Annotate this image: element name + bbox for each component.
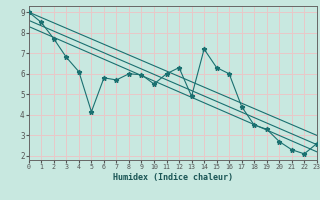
X-axis label: Humidex (Indice chaleur): Humidex (Indice chaleur)	[113, 173, 233, 182]
